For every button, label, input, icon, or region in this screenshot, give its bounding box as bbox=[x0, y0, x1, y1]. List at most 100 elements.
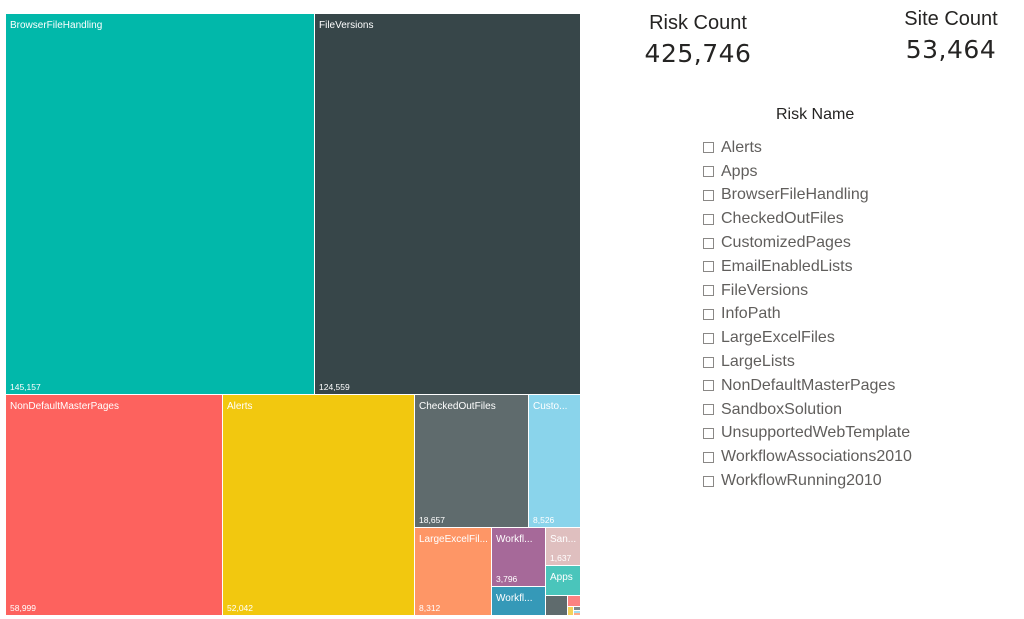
slicer-item[interactable]: CustomizedPages bbox=[703, 231, 912, 255]
treemap-tile[interactable]: FileVersions 124,559 bbox=[315, 14, 580, 394]
checkbox-icon[interactable] bbox=[703, 404, 714, 416]
slicer-item-label: CustomizedPages bbox=[721, 234, 851, 252]
treemap-tile-value: 8,312 bbox=[419, 603, 441, 613]
treemap-tile-rect[interactable] bbox=[6, 395, 222, 615]
treemap-tile[interactable]: Apps bbox=[546, 566, 580, 595]
checkbox-icon[interactable] bbox=[703, 213, 714, 225]
treemap-tile-rect[interactable] bbox=[574, 607, 580, 610]
slicer-item-label: WorkflowRunning2010 bbox=[721, 472, 882, 490]
checkbox-icon[interactable] bbox=[703, 308, 714, 320]
slicer-item[interactable]: Alerts bbox=[703, 136, 912, 160]
slicer-item-label: BrowserFileHandling bbox=[721, 186, 869, 204]
treemap-tile[interactable]: Alerts 52,042 bbox=[223, 395, 414, 615]
treemap-tile[interactable]: LargeExcelFil... 8,312 bbox=[415, 528, 491, 615]
slicer-item[interactable]: WorkflowRunning2010 bbox=[703, 469, 912, 493]
treemap-tile[interactable]: Workfl... 3,796 bbox=[492, 528, 545, 586]
treemap-tile[interactable] bbox=[546, 596, 567, 615]
slicer-item-label: CheckedOutFiles bbox=[721, 210, 844, 228]
treemap-tile-rect[interactable] bbox=[492, 528, 545, 586]
checkbox-icon[interactable] bbox=[703, 285, 714, 297]
treemap-tile[interactable]: Custo... 8,526 bbox=[529, 395, 580, 527]
treemap-tile-label: Workfl... bbox=[496, 534, 532, 545]
treemap-tile-rect[interactable] bbox=[223, 395, 414, 615]
checkbox-icon[interactable] bbox=[703, 356, 714, 368]
treemap-tile-rect[interactable] bbox=[492, 587, 545, 615]
treemap-tile-label: Apps bbox=[550, 572, 573, 583]
treemap-tile-rect[interactable] bbox=[568, 607, 573, 615]
checkbox-icon[interactable] bbox=[703, 451, 714, 463]
treemap-tile-rect[interactable] bbox=[546, 566, 580, 595]
treemap-tile[interactable]: CheckedOutFiles 18,657 bbox=[415, 395, 528, 527]
slicer-item[interactable]: SandboxSolution bbox=[703, 398, 912, 422]
treemap-tile-label: Workfl... bbox=[496, 593, 532, 604]
treemap-tile-value: 58,999 bbox=[10, 603, 36, 613]
checkbox-icon[interactable] bbox=[703, 332, 714, 344]
slicer-item-label: WorkflowAssociations2010 bbox=[721, 448, 912, 466]
slicer-title: Risk Name bbox=[776, 106, 855, 123]
treemap-tile-value: 8,526 bbox=[533, 515, 555, 525]
treemap-chart: BrowserFileHandling 145,157 FileVersions 12… bbox=[6, 14, 580, 615]
treemap-tile[interactable] bbox=[574, 607, 580, 610]
site-count-value: 53,464 bbox=[905, 35, 997, 64]
treemap-tile-rect[interactable] bbox=[6, 14, 314, 394]
treemap-tile[interactable] bbox=[568, 596, 580, 606]
treemap-tile-label: Custo... bbox=[533, 401, 567, 412]
slicer-item[interactable]: Apps bbox=[703, 160, 912, 184]
site-count-title: Site Count bbox=[904, 8, 998, 30]
checkbox-icon[interactable] bbox=[703, 380, 714, 392]
slicer-item-label: SandboxSolution bbox=[721, 400, 842, 418]
slicer-item[interactable]: FileVersions bbox=[703, 279, 912, 303]
slicer-item-label: EmailEnabledLists bbox=[721, 257, 853, 275]
risk-count-value: 425,746 bbox=[644, 39, 752, 68]
treemap-tile-rect[interactable] bbox=[546, 596, 567, 615]
slicer-item[interactable]: BrowserFileHandling bbox=[703, 184, 912, 208]
treemap-tile[interactable] bbox=[568, 607, 573, 615]
treemap-tile-rect[interactable] bbox=[529, 395, 580, 527]
treemap-tile[interactable] bbox=[574, 613, 580, 615]
treemap-tile-label: Alerts bbox=[227, 401, 253, 412]
checkbox-icon[interactable] bbox=[703, 166, 714, 178]
slicer-item[interactable]: InfoPath bbox=[703, 303, 912, 327]
checkbox-icon[interactable] bbox=[703, 261, 714, 273]
slicer-item[interactable]: WorkflowAssociations2010 bbox=[703, 445, 912, 469]
treemap-tile-rect[interactable] bbox=[574, 611, 580, 613]
treemap-tile-label: San... bbox=[550, 534, 576, 545]
slicer-list: Alerts Apps BrowserFileHandling CheckedOutF… bbox=[703, 136, 912, 493]
treemap-tile-rect[interactable] bbox=[546, 528, 580, 565]
slicer-item[interactable]: UnsupportedWebTemplate bbox=[703, 422, 912, 446]
treemap-tile-rect[interactable] bbox=[415, 395, 528, 527]
slicer-item[interactable]: EmailEnabledLists bbox=[703, 255, 912, 279]
treemap-tile-rect[interactable] bbox=[315, 14, 580, 394]
treemap-tile-value: 124,559 bbox=[319, 382, 350, 392]
checkbox-icon[interactable] bbox=[703, 427, 714, 439]
slicer-item-label: LargeLists bbox=[721, 353, 795, 371]
treemap-tile[interactable]: NonDefaultMasterPages 58,999 bbox=[6, 395, 222, 615]
slicer-item-label: InfoPath bbox=[721, 305, 781, 323]
slicer-item[interactable]: LargeLists bbox=[703, 350, 912, 374]
treemap-tile-label: FileVersions bbox=[319, 20, 373, 31]
checkbox-icon[interactable] bbox=[703, 237, 714, 249]
checkbox-icon[interactable] bbox=[703, 142, 714, 154]
checkbox-icon[interactable] bbox=[703, 475, 714, 487]
site-count-card: Site Count 53,464 bbox=[892, 8, 1010, 64]
treemap-tile-label: LargeExcelFil... bbox=[419, 534, 488, 545]
slicer-item-label: FileVersions bbox=[721, 281, 809, 299]
slicer-item-label: Alerts bbox=[721, 138, 762, 156]
checkbox-icon[interactable] bbox=[703, 189, 714, 201]
treemap-tile[interactable]: Workfl... bbox=[492, 587, 545, 615]
risk-count-card: Risk Count 425,746 bbox=[640, 12, 756, 68]
slicer-item[interactable]: NonDefaultMasterPages bbox=[703, 374, 912, 398]
treemap-tile[interactable]: BrowserFileHandling 145,157 bbox=[6, 14, 314, 394]
treemap-tile-rect[interactable] bbox=[415, 528, 491, 615]
slicer-item[interactable]: LargeExcelFiles bbox=[703, 326, 912, 350]
treemap-tile-value: 145,157 bbox=[10, 382, 41, 392]
treemap-tile[interactable]: San... 1,637 bbox=[546, 528, 580, 565]
treemap-tile-rect[interactable] bbox=[568, 596, 580, 606]
treemap-tile-label: NonDefaultMasterPages bbox=[10, 401, 119, 412]
treemap-tile-value: 52,042 bbox=[227, 603, 253, 613]
treemap-tile[interactable] bbox=[574, 611, 580, 613]
treemap-tile-rect[interactable] bbox=[574, 613, 580, 615]
slicer-item[interactable]: CheckedOutFiles bbox=[703, 207, 912, 231]
treemap-tile-value: 18,657 bbox=[419, 515, 445, 525]
treemap-tile-label: CheckedOutFiles bbox=[419, 401, 496, 412]
